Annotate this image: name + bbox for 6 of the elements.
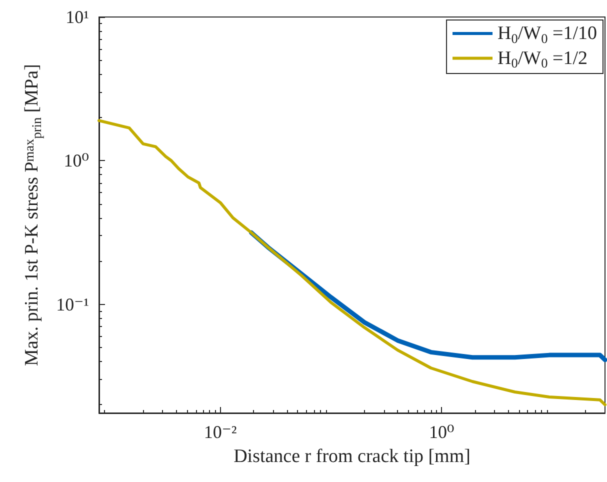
y-tick-label: 10⁻¹ [56,294,89,314]
y-tick-label: 10¹ [66,7,89,27]
x-axis-title: Distance r from crack tip [mm] [234,446,470,467]
y-tick-label: 10⁰ [64,150,89,171]
y-axis-title: Max. prin. 1st P-K stress Pmaxprin [MPa] [21,64,44,366]
x-tick-label: 10⁻² [204,422,237,442]
